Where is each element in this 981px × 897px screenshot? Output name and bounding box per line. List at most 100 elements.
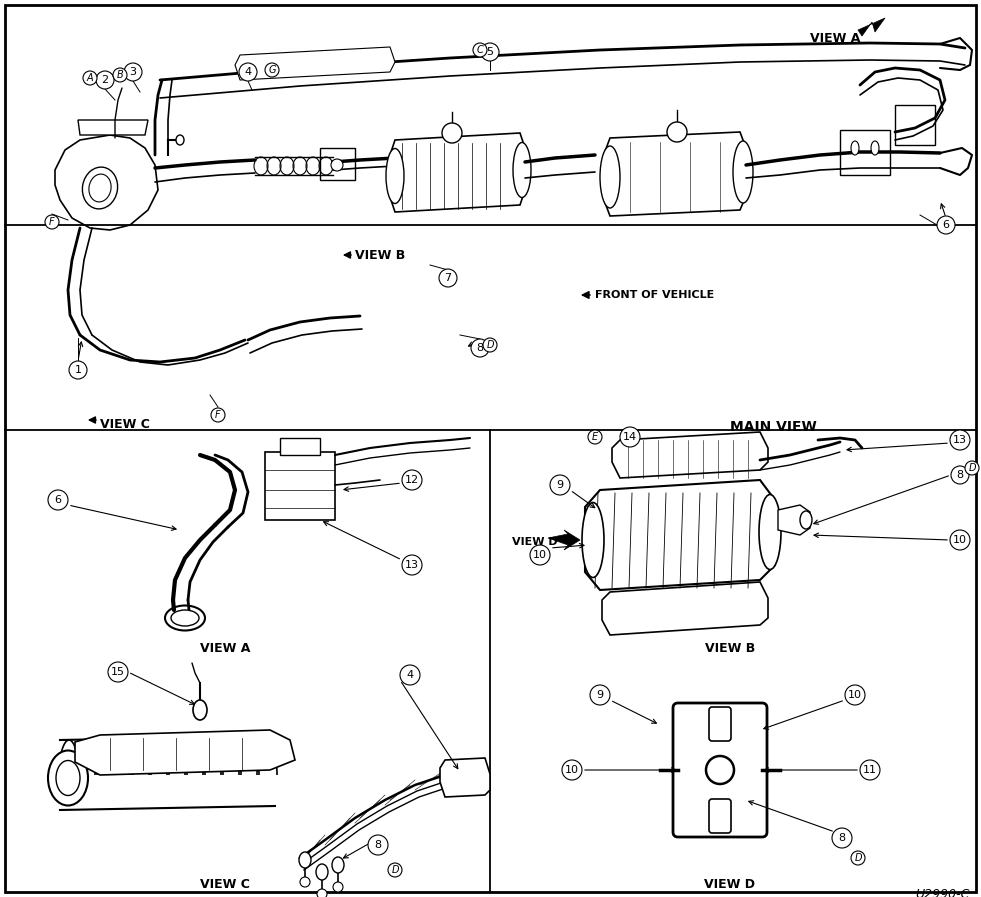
Text: VIEW C: VIEW C	[100, 418, 150, 431]
Text: 15: 15	[111, 667, 125, 677]
Polygon shape	[78, 120, 148, 135]
Circle shape	[442, 123, 462, 143]
Ellipse shape	[759, 494, 781, 570]
Text: G: G	[268, 65, 276, 75]
Polygon shape	[75, 730, 295, 775]
Circle shape	[481, 43, 499, 61]
Text: E: E	[592, 432, 598, 442]
Text: 7: 7	[444, 273, 451, 283]
Text: 10: 10	[953, 535, 967, 545]
Text: VIEW D: VIEW D	[704, 878, 755, 891]
Bar	[320, 148, 355, 180]
Ellipse shape	[316, 864, 328, 880]
Text: 11: 11	[863, 765, 877, 775]
Circle shape	[400, 665, 420, 685]
Ellipse shape	[733, 141, 753, 203]
FancyBboxPatch shape	[673, 703, 767, 837]
Text: F: F	[49, 217, 55, 227]
Text: 1: 1	[75, 365, 81, 375]
Circle shape	[69, 361, 87, 379]
Polygon shape	[235, 47, 395, 80]
Ellipse shape	[176, 135, 184, 145]
Text: D: D	[854, 853, 861, 863]
Circle shape	[402, 470, 422, 490]
Circle shape	[239, 63, 257, 81]
Bar	[265, 452, 335, 520]
Circle shape	[331, 159, 343, 171]
Circle shape	[108, 662, 128, 682]
Ellipse shape	[299, 852, 311, 868]
Circle shape	[950, 430, 970, 450]
Circle shape	[860, 760, 880, 780]
Circle shape	[368, 835, 388, 855]
Circle shape	[937, 216, 955, 234]
Ellipse shape	[193, 700, 207, 720]
Bar	[840, 130, 890, 175]
Circle shape	[439, 269, 457, 287]
Circle shape	[48, 490, 68, 510]
Ellipse shape	[871, 141, 879, 155]
Ellipse shape	[82, 167, 118, 209]
Ellipse shape	[300, 877, 310, 887]
Circle shape	[951, 466, 969, 484]
Text: 3: 3	[129, 67, 136, 77]
Circle shape	[590, 685, 610, 705]
Text: 6: 6	[943, 220, 950, 230]
Text: 8: 8	[956, 470, 963, 480]
Text: 8: 8	[839, 833, 846, 843]
Text: 8: 8	[477, 343, 484, 353]
Text: U2990-C: U2990-C	[915, 888, 970, 897]
Text: F: F	[215, 410, 221, 420]
Polygon shape	[604, 132, 746, 216]
Ellipse shape	[48, 751, 88, 806]
Ellipse shape	[171, 610, 199, 626]
Ellipse shape	[333, 882, 343, 892]
Text: 6: 6	[55, 495, 62, 505]
Ellipse shape	[56, 761, 80, 796]
Text: 12: 12	[405, 475, 419, 485]
Polygon shape	[585, 480, 775, 590]
Polygon shape	[612, 432, 768, 478]
Polygon shape	[858, 18, 885, 36]
Circle shape	[265, 63, 279, 77]
Text: C: C	[477, 45, 484, 55]
Text: VIEW C: VIEW C	[200, 878, 250, 891]
Circle shape	[124, 63, 142, 81]
Text: 9: 9	[596, 690, 603, 700]
Circle shape	[83, 71, 97, 85]
Circle shape	[832, 828, 852, 848]
Text: D: D	[391, 865, 398, 875]
Text: A: A	[86, 73, 93, 83]
Text: MAIN VIEW: MAIN VIEW	[730, 420, 817, 434]
Text: VIEW D: VIEW D	[512, 537, 557, 547]
Polygon shape	[548, 530, 580, 550]
Ellipse shape	[582, 502, 604, 578]
Text: 2: 2	[101, 75, 109, 85]
Circle shape	[473, 43, 487, 57]
Text: 13: 13	[953, 435, 967, 445]
Polygon shape	[55, 135, 158, 230]
Text: FRONT OF VEHICLE: FRONT OF VEHICLE	[595, 290, 714, 300]
Text: 10: 10	[565, 765, 579, 775]
Text: D: D	[968, 463, 976, 473]
Circle shape	[950, 530, 970, 550]
Circle shape	[45, 215, 59, 229]
Text: 14: 14	[623, 432, 637, 442]
Text: B: B	[117, 70, 124, 80]
Text: VIEW B: VIEW B	[705, 642, 755, 655]
FancyBboxPatch shape	[709, 707, 731, 741]
Ellipse shape	[386, 149, 404, 204]
Text: D: D	[487, 340, 493, 350]
Text: 4: 4	[406, 670, 414, 680]
Circle shape	[530, 545, 550, 565]
Text: 10: 10	[533, 550, 547, 560]
Circle shape	[588, 430, 602, 444]
Circle shape	[388, 863, 402, 877]
Ellipse shape	[332, 857, 344, 873]
Circle shape	[471, 339, 489, 357]
Text: 10: 10	[848, 690, 862, 700]
Ellipse shape	[600, 146, 620, 208]
Text: 9: 9	[556, 480, 563, 490]
Text: 13: 13	[405, 560, 419, 570]
Text: VIEW A: VIEW A	[200, 642, 250, 655]
